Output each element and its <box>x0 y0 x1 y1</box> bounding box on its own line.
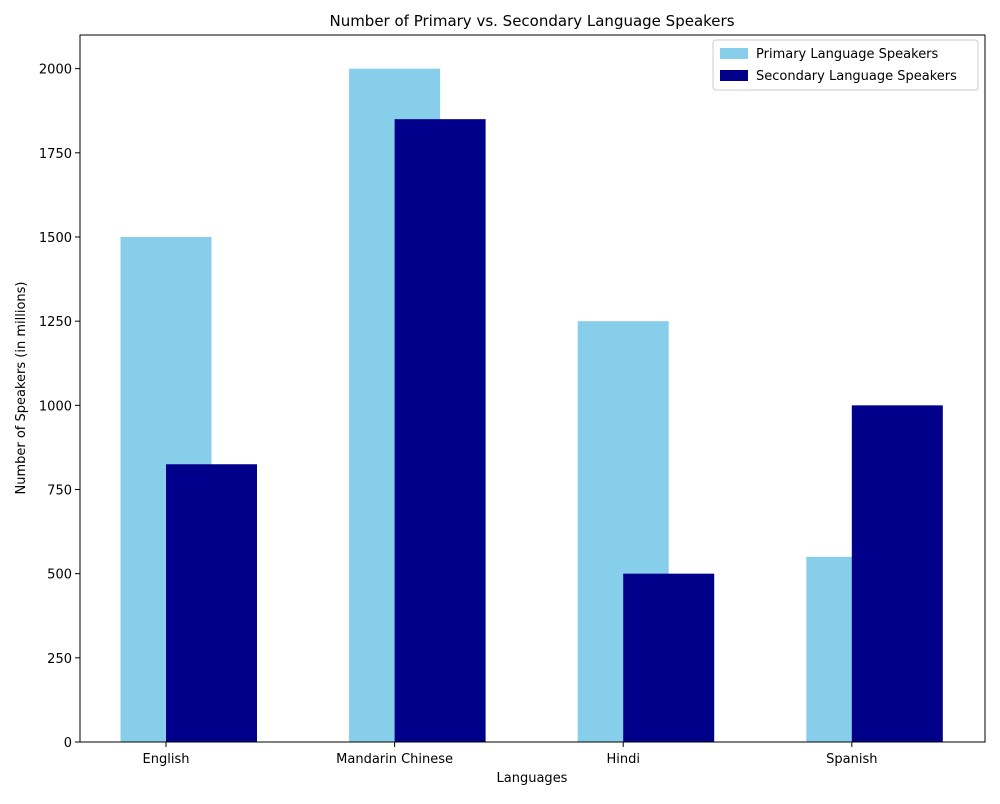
x-tick-label: Mandarin Chinese <box>336 752 453 767</box>
legend-box <box>712 39 979 91</box>
y-tick-label: 1750 <box>39 147 72 162</box>
y-tick-label: 1000 <box>39 399 72 414</box>
y-tick-label: 2000 <box>39 63 72 78</box>
y-tick-label: 500 <box>47 568 72 583</box>
axes-group <box>79 34 986 743</box>
legend: Primary Language Speakers Secondary Langu… <box>712 39 979 91</box>
legend-swatch <box>720 70 748 81</box>
legend-swatch <box>720 48 748 59</box>
y-tick-label: 0 <box>64 736 72 751</box>
x-tick-label: Hindi <box>606 752 640 767</box>
y-tick-label: 1500 <box>39 231 72 246</box>
y-tick-label: 750 <box>47 484 72 499</box>
bar-secondary-spanish <box>851 405 943 742</box>
x-tick-label: English <box>143 752 190 767</box>
y-tick-label: 1250 <box>39 315 72 330</box>
y-axis-label: Number of Speakers (in millions) <box>14 281 29 494</box>
bars-group <box>120 68 943 742</box>
bar-secondary-mandarin-chinese <box>394 119 486 742</box>
bar-secondary-hindi <box>623 573 715 742</box>
legend-label: Secondary Language Speakers <box>756 69 957 84</box>
plot-frame <box>79 34 986 743</box>
y-ticks-group: 0 250 500 750 1000 1250 1500 1750 2000 <box>39 63 80 751</box>
x-axis-label: Languages <box>497 771 568 786</box>
chart-title: Number of Primary vs. Secondary Language… <box>329 12 734 30</box>
x-ticks-group: English Mandarin Chinese Hindi Spanish <box>143 742 877 767</box>
bar-secondary-english <box>166 464 257 742</box>
x-tick-label: Spanish <box>826 752 877 767</box>
y-tick-label: 250 <box>47 652 72 667</box>
legend-label: Primary Language Speakers <box>756 47 939 62</box>
